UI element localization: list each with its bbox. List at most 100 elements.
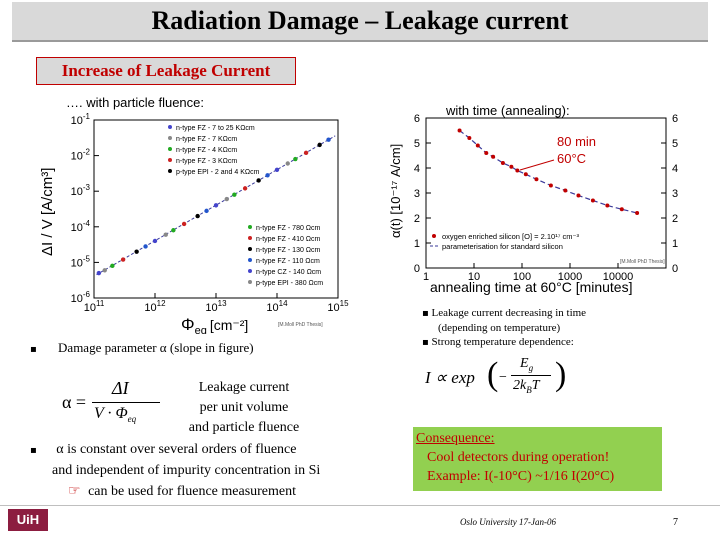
note-decreasing-1: Leakage current decreasing in time — [431, 307, 587, 319]
x-tick-label: 1 — [423, 271, 429, 283]
x-tick-label: 1011 — [84, 299, 105, 314]
annealing-points — [457, 128, 640, 215]
annealing-y-ticks: 0 0 1 1 2 2 3 3 4 4 5 5 6 6 — [414, 113, 678, 275]
annealing-data-point — [590, 198, 595, 203]
fluence-data-point — [256, 178, 261, 183]
annealing-data-point — [500, 161, 505, 165]
constant-2: and independent of impurity concentratio… — [52, 463, 321, 478]
consequence-line2: Example: I(-10°C) ~1/16 I(20°C) — [427, 469, 615, 484]
fluence-data-point — [163, 232, 168, 237]
fluence-data-point — [224, 196, 229, 202]
legend-entry-top: n-type FZ - 7 to 25 KΩcm — [176, 125, 255, 132]
fluence-data-point — [204, 208, 209, 214]
annealing-data-point — [509, 164, 514, 169]
legend-entry-top: n-type FZ - 4 KΩcm — [176, 147, 237, 154]
annealing-data-point — [576, 193, 581, 198]
x-tick-label: 1014 — [266, 299, 288, 314]
annealing-data-point — [548, 183, 553, 188]
legend-oxygen: oxygen enriched silicon [O] = 2.10¹⁷ cm⁻… — [442, 232, 579, 241]
footer-divider — [0, 505, 720, 506]
fluence-data-point — [274, 167, 280, 172]
y-tick-label: 10-5 — [71, 254, 91, 269]
consequence-box: Consequence: Cool detectors during opera… — [413, 427, 662, 491]
x-tick-label: 10000 — [603, 271, 634, 283]
bullet-icon: ▪ — [422, 337, 429, 348]
annealing-notes: ▪ Leakage current decreasing in time (de… — [422, 306, 586, 350]
fluence-legend-top: n-type FZ - 7 to 25 KΩcm n-type FZ - 7 KΩ… — [168, 125, 260, 176]
fluence-data-point — [265, 173, 270, 178]
legend-marker — [168, 136, 172, 140]
y-tick-label: 10-1 — [71, 112, 91, 127]
fluence-chart-frame — [93, 119, 339, 299]
fluence-data-point — [232, 192, 237, 197]
legend-marker — [248, 258, 252, 262]
x-tick-label: 1000 — [558, 271, 582, 283]
legend-entry-top: n-type FZ - 3 KΩcm — [176, 158, 237, 165]
annealing-x-ticks: 1 10 100 1000 10000 — [423, 263, 633, 283]
per-volume-1: Leakage current — [198, 380, 290, 395]
y-tick-label: 0 — [414, 263, 420, 275]
annealing-data-point — [491, 154, 496, 159]
y-tick-label: 5 — [414, 138, 420, 150]
per-volume-note: Leakage current per unit volume and part… — [184, 378, 304, 438]
fluence-data-point — [242, 186, 248, 191]
y-tick-label: 3 — [414, 188, 420, 200]
annealing-data-point — [605, 203, 610, 208]
annealing-data-point — [534, 177, 539, 182]
fluence-data-point — [317, 142, 322, 148]
legend-marker — [168, 147, 172, 151]
x-tick-label: 1015 — [327, 299, 349, 314]
y-tick-label: 10-4 — [71, 219, 91, 234]
legend-marker — [248, 225, 252, 229]
fluence-ylabel: ΔI / V [A/cm³] — [39, 168, 56, 256]
legend-marker — [168, 169, 172, 173]
slide-title-bar: Radiation Damage – Leakage current — [12, 2, 708, 42]
annealing-data-point — [467, 136, 472, 140]
legend-entry-bottom: p-type EPI - 380 Ωcm — [256, 280, 323, 287]
legend-entry-top: p-type EPI - 2 and 4 KΩcm — [176, 169, 260, 176]
fluence-y-ticks: 10-1 10-2 10-3 10-4 10-5 10-6 — [71, 112, 99, 305]
y-tick-label: 10-6 — [71, 290, 91, 305]
legend-entry-bottom: n-type FZ - 110 Ωcm — [256, 258, 320, 265]
y-tick-label: 10-2 — [71, 148, 91, 163]
fluence-legend-bottom: n-type FZ - 780 Ωcm n-type FZ - 410 Ωcm n-… — [248, 225, 323, 287]
arrhenius-formula: I ∝ exp ( − Eg 2kBT ) — [425, 356, 567, 395]
fluence-data-point — [152, 238, 158, 244]
subtitle: Increase of Leakage Current — [61, 61, 271, 80]
fluence-data-point — [213, 203, 219, 208]
university-logo: UiH — [8, 509, 48, 531]
legend-marker-oxygen — [432, 234, 436, 238]
fluence-data-point — [285, 161, 290, 166]
bullet-icon: ▪ — [422, 308, 429, 319]
damage-parameter-text: Damage parameter α (slope in figure) — [58, 340, 254, 355]
constant-1: α is constant over several orders of flu… — [56, 442, 297, 457]
left-caption: …. with particle fluence: — [66, 95, 205, 110]
annealing-data-point — [457, 128, 462, 133]
fluence-chart: 10-110-210-310-410-510-6 1011 1012 1013 101… — [39, 112, 349, 334]
fluence-xlabel-main: Φ — [181, 315, 195, 334]
per-volume-2: per unit volume — [199, 400, 289, 415]
annealing-data-point — [635, 211, 640, 215]
note-strong-temp: Strong temperature dependence: — [431, 336, 574, 348]
annotation-time: 80 min — [557, 134, 596, 149]
y-tick-label-right: 2 — [672, 213, 678, 225]
fluence-data-point — [195, 213, 200, 219]
fluence-data-point — [303, 150, 309, 155]
legend-entry-bottom: n-type FZ - 780 Ωcm — [256, 225, 321, 232]
annealing-xlabel: annealing time at 60°C [minutes] — [430, 279, 633, 295]
consequence-heading: Consequence: — [416, 431, 495, 446]
x-tick-label: 1013 — [205, 299, 227, 314]
legend-marker — [248, 269, 252, 273]
y-tick-label-right: 1 — [672, 238, 678, 250]
fluence-data-point — [143, 244, 148, 249]
legend-marker — [168, 125, 172, 129]
annealing-data-point — [484, 151, 489, 155]
x-tick-label: 1012 — [144, 299, 166, 314]
y-tick-label-right: 6 — [672, 113, 678, 125]
consequence-line1: Cool detectors during operation! — [427, 450, 610, 465]
annealing-credit: [M.Moll PhD Thesis] — [620, 259, 665, 265]
y-tick-label: 2 — [414, 213, 420, 225]
legend-marker — [168, 158, 172, 162]
annealing-chart-frame — [425, 117, 667, 269]
fluence-data-point — [134, 249, 139, 254]
